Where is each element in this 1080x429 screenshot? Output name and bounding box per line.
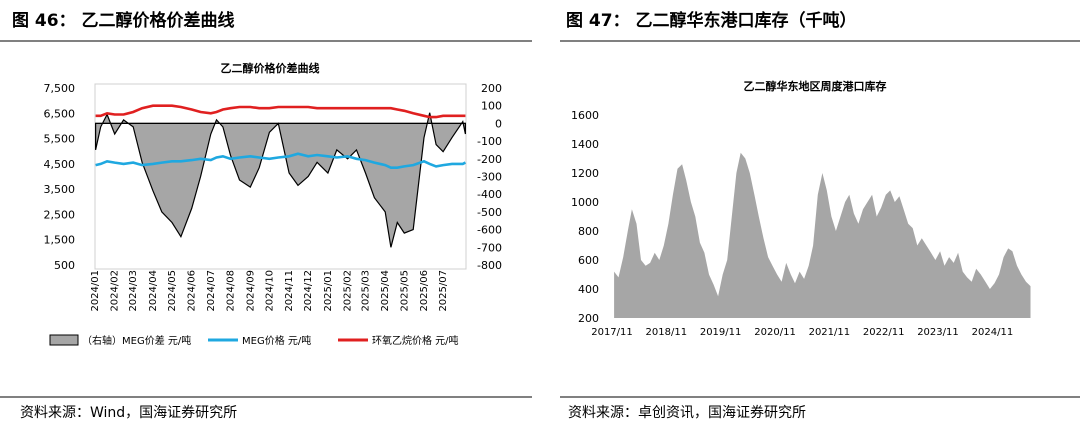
y-tick-label: 200 — [578, 312, 599, 325]
left-y-tick-label: 3,500 — [44, 183, 76, 196]
x-tick-label: 2024/07 — [206, 270, 217, 312]
x-tick-label: 2024/11 — [284, 270, 295, 312]
legend-swatch-spread — [49, 334, 79, 346]
right-y-tick-label: -700 — [477, 241, 502, 254]
right-y-tick-label: -200 — [477, 153, 502, 166]
x-tick-label: 2025/02 — [343, 270, 354, 312]
x-tick-label: 2017/11 — [591, 327, 633, 338]
left-plot-frame — [94, 83, 467, 270]
left-chart: 乙二醇价格价差曲线 7,500 6,500 5,500 4,500 3,500 2,500 1… — [44, 61, 503, 347]
right-chart: 乙二醇华东地区周度港口库存 1600 1400 1200 1000 800 600 400 20… — [571, 79, 1031, 338]
right-y-tick-label: 100 — [481, 100, 502, 113]
x-tick-label: 2024/08 — [226, 270, 237, 312]
right-y-tick-label: -600 — [477, 224, 502, 237]
left-source: 资料来源：Wind，国海证券研究所 — [20, 405, 237, 421]
left-figure-title: 图 46： 乙二醇价格价差曲线 — [12, 10, 235, 31]
y-tick-label: 800 — [578, 225, 599, 238]
x-tick-label: 2024/10 — [264, 270, 275, 312]
left-y-tick-label: 4,500 — [44, 158, 76, 171]
x-tick-label: 2025/05 — [399, 270, 410, 312]
x-tick-label: 2022/11 — [863, 327, 905, 338]
eo-price-line — [95, 104, 466, 119]
x-tick-label: 2024/04 — [148, 270, 159, 312]
right-figure-title: 图 47： 乙二醇华东港口库存（千吨） — [566, 10, 857, 31]
y-tick-label: 1200 — [571, 167, 599, 180]
meg-price-line — [95, 152, 466, 169]
right-chart-title: 乙二醇华东地区周度港口库存 — [744, 79, 887, 93]
x-tick-label: 2024/02 — [110, 270, 121, 312]
y-tick-label: 600 — [578, 254, 599, 267]
legend-label-eo: 环氧乙烷价格 元/吨 — [372, 334, 459, 347]
left-y-tick-label: 2,500 — [44, 208, 76, 221]
left-y-tick-label: 1,500 — [44, 234, 76, 247]
y-tick-label: 1600 — [571, 109, 599, 122]
left-chart-title: 乙二醇价格价差曲线 — [221, 61, 320, 75]
x-tick-label: 2024/09 — [245, 270, 256, 312]
legend-label-meg: MEG价格 元/吨 — [242, 334, 311, 347]
x-tick-label: 2024/03 — [128, 270, 139, 312]
x-tick-label: 2021/11 — [809, 327, 851, 338]
x-tick-label: 2019/11 — [700, 327, 742, 338]
spread-area — [95, 112, 466, 248]
left-y-tick-label: 5,500 — [44, 133, 76, 146]
right-y-tick-label: -400 — [477, 188, 502, 201]
y-tick-label: 1400 — [571, 138, 599, 151]
legend-label-spread: （右轴）MEG价差 元/吨 — [82, 334, 191, 347]
y-tick-label: 1000 — [571, 196, 599, 209]
x-tick-label: 2018/11 — [646, 327, 688, 338]
right-y-tick-label: -500 — [477, 206, 502, 219]
left-y-tick-label: 6,500 — [44, 107, 76, 120]
x-tick-label: 2020/11 — [754, 327, 796, 338]
x-tick-label: 2025/07 — [438, 270, 449, 312]
x-tick-label: 2024/11 — [972, 327, 1014, 338]
x-tick-label: 2024/12 — [303, 270, 314, 312]
left-y-tick-label: 500 — [54, 259, 75, 272]
x-tick-label: 2024/05 — [167, 270, 178, 312]
x-tick-label: 2025/06 — [419, 270, 430, 312]
x-tick-label: 2024/06 — [187, 270, 198, 312]
x-tick-label: 2024/01 — [90, 270, 101, 312]
right-y-tick-label: -300 — [477, 171, 502, 184]
x-tick-label: 2023/11 — [917, 327, 959, 338]
right-y-tick-label: -800 — [477, 259, 502, 272]
right-y-tick-label: 200 — [481, 82, 502, 95]
x-tick-label: 2025/03 — [360, 270, 371, 312]
right-y-tick-label: 0 — [495, 117, 502, 130]
y-tick-label: 400 — [578, 283, 599, 296]
x-tick-label: 2025/01 — [323, 270, 334, 312]
right-y-tick-label: -100 — [477, 135, 502, 148]
left-y-tick-label: 7,500 — [44, 82, 76, 95]
x-tick-label: 2025/04 — [380, 270, 391, 312]
inventory-area — [614, 152, 1031, 318]
right-source: 资料来源：卓创资讯，国海证券研究所 — [568, 405, 806, 421]
